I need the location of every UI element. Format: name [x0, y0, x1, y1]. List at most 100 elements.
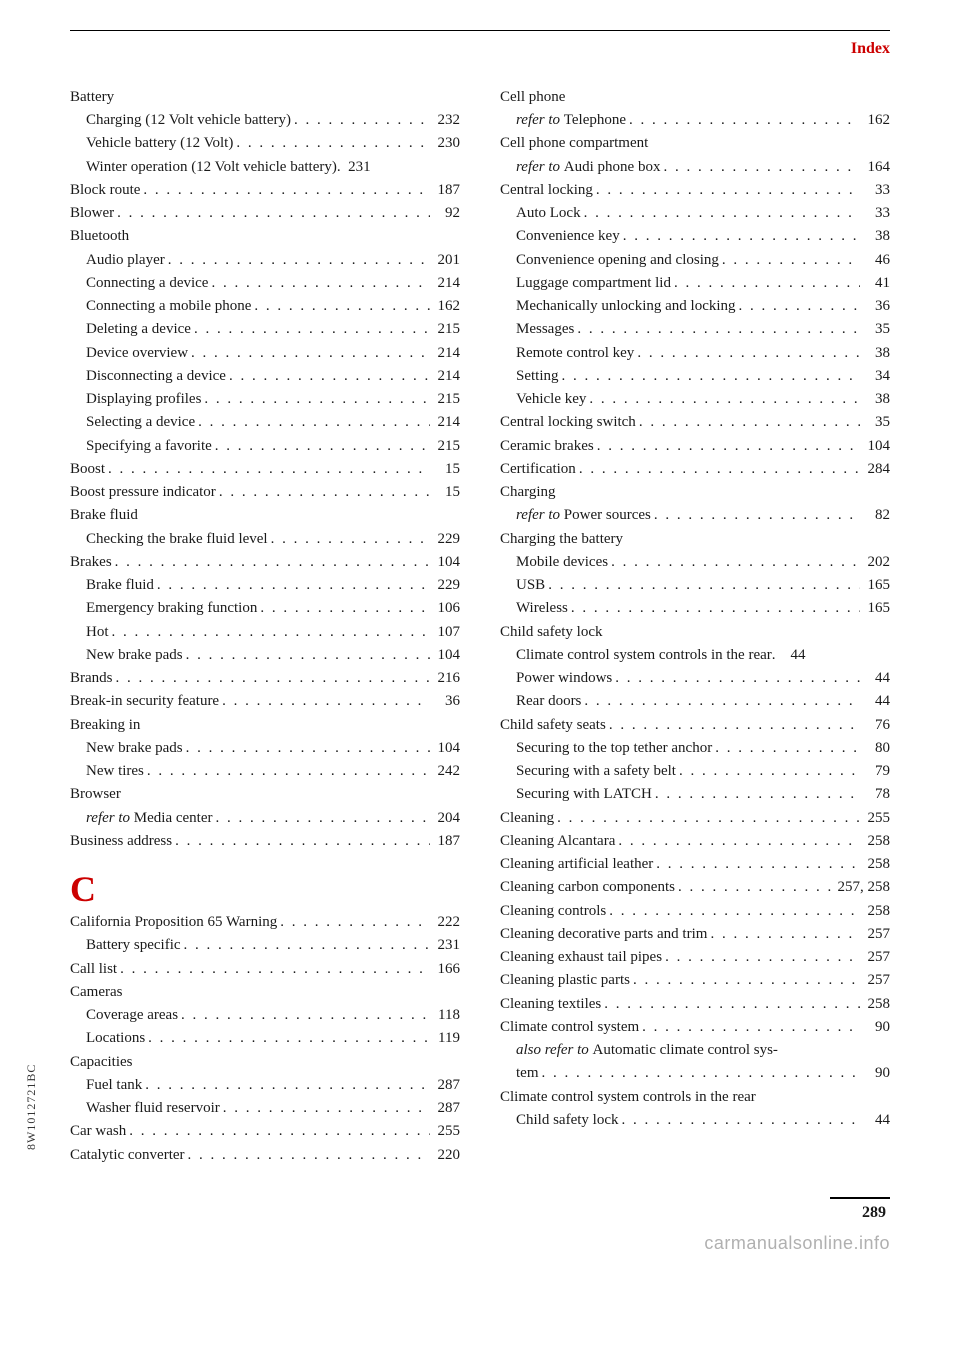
leader-dots: [140, 179, 430, 202]
index-entry: Business address187: [70, 830, 460, 853]
index-entry: Cleaning carbon components257, 258: [500, 876, 890, 899]
leader-dots: [653, 853, 860, 876]
entry-page: 35: [860, 318, 890, 341]
leader-dots: [707, 923, 860, 946]
entry-label: Checking the brake fluid level: [86, 528, 268, 551]
index-entry: Brakes104: [70, 551, 460, 574]
index-entry: Specifying a favorite215: [70, 435, 460, 458]
top-rule: [70, 30, 890, 31]
index-entry: Wireless165: [500, 597, 890, 620]
entry-page: 215: [430, 388, 460, 411]
leader-dots: [144, 760, 430, 783]
entry-label: Displaying profiles: [86, 388, 201, 411]
watermark: carmanualsonline.info: [70, 1230, 890, 1258]
entry-page: 90: [860, 1016, 890, 1039]
index-entry: Climate control system90: [500, 1016, 890, 1039]
leader-dots: [662, 946, 860, 969]
leader-dots: [142, 1074, 430, 1097]
entry-page: 79: [860, 760, 890, 783]
entry-page: 41: [860, 272, 890, 295]
entry-label: Child safety seats: [500, 714, 606, 737]
leader-dots: [586, 388, 860, 411]
entry-page: 162: [860, 109, 890, 132]
leader-dots: [545, 574, 860, 597]
index-entry: Device overview214: [70, 342, 460, 365]
leader-dots: [113, 667, 431, 690]
entry-label: Cleaning decorative parts and trim: [500, 923, 707, 946]
leader-dots: [219, 690, 430, 713]
index-entry: Luggage compartment lid41: [500, 272, 890, 295]
index-entry: Deleting a device215: [70, 318, 460, 341]
index-entry: Coverage areas118: [70, 1004, 460, 1027]
leader-dots: [117, 958, 430, 981]
index-entry: Car wash255: [70, 1120, 460, 1143]
entry-page: 106: [430, 597, 460, 620]
entry-label: Charging (12 Volt vehicle battery): [86, 109, 291, 132]
entry-page: 36: [430, 690, 460, 713]
leader-dots: [188, 342, 430, 365]
entry-page: 35: [860, 411, 890, 434]
entry-label: Cleaning exhaust tail pipes: [500, 946, 662, 969]
index-entry: Mobile devices202: [500, 551, 890, 574]
entry-page: 204: [430, 807, 460, 830]
leader-dots: [626, 109, 860, 132]
entry-label: Hot: [86, 621, 109, 644]
entry-page: 38: [860, 388, 890, 411]
leader-dots: [126, 1120, 430, 1143]
leader-dots: [183, 644, 430, 667]
index-entry: Emergency braking function106: [70, 597, 460, 620]
entry-page: 214: [430, 272, 460, 295]
entry-label: Central locking switch: [500, 411, 636, 434]
index-entry: Battery specific231: [70, 934, 460, 957]
entry-label: Selecting a device: [86, 411, 195, 434]
entry-page: 222: [430, 911, 460, 934]
entry-label: New brake pads: [86, 737, 183, 760]
leader-dots: [676, 760, 860, 783]
entry-page: 215: [430, 435, 460, 458]
entry-label: Deleting a device: [86, 318, 191, 341]
entry-page: 118: [430, 1004, 460, 1027]
leader-dots: [581, 690, 860, 713]
index-entry: New brake pads104: [70, 737, 460, 760]
entry-page: 104: [430, 551, 460, 574]
entry-label: Certification: [500, 458, 576, 481]
index-entry: New brake pads104: [70, 644, 460, 667]
index-entry: Setting34: [500, 365, 890, 388]
index-entry: Hot107: [70, 621, 460, 644]
leader-dots: [618, 1109, 860, 1132]
index-entry: Messages35: [500, 318, 890, 341]
index-entry: Brands 216: [70, 667, 460, 690]
entry-label: also refer to Automatic climate control …: [516, 1039, 778, 1062]
index-heading: Cell phone compartment: [500, 132, 890, 155]
leader-dots: [581, 202, 860, 225]
entry-label: Brands: [70, 667, 113, 690]
leader-dots: [620, 225, 860, 248]
entry-label: Cleaning plastic parts: [500, 969, 630, 992]
entry-page: 258: [860, 993, 890, 1016]
entry-page: 201: [430, 249, 460, 272]
entry-label: USB: [516, 574, 545, 597]
leader-dots: [112, 551, 430, 574]
leader-dots: [291, 109, 430, 132]
leader-dots: [675, 876, 838, 899]
entry-page: 216: [430, 667, 460, 690]
entry-label: Block route: [70, 179, 140, 202]
entry-label: Connecting a device: [86, 272, 208, 295]
index-entry: Ceramic brakes104: [500, 435, 890, 458]
entry-page: 80: [860, 737, 890, 760]
leader-dots: [539, 1062, 861, 1085]
entry-page: 76: [860, 714, 890, 737]
entry-label: Blower: [70, 202, 114, 225]
leader-dots: [593, 179, 860, 202]
index-heading: Climate control system controls in the r…: [500, 1086, 890, 1109]
leader-dots: [606, 714, 860, 737]
index-entry: Cleaning exhaust tail pipes257: [500, 946, 890, 969]
entry-page: 15: [430, 458, 460, 481]
entry-page: 229: [430, 574, 460, 597]
index-entry: Washer fluid reservoir287: [70, 1097, 460, 1120]
entry-page: 287: [430, 1074, 460, 1097]
index-entry: Securing with a safety belt79: [500, 760, 890, 783]
entry-label: California Proposition 65 Warning: [70, 911, 277, 934]
index-entry: Cleaning255: [500, 807, 890, 830]
entry-label: Battery specific: [86, 934, 181, 957]
